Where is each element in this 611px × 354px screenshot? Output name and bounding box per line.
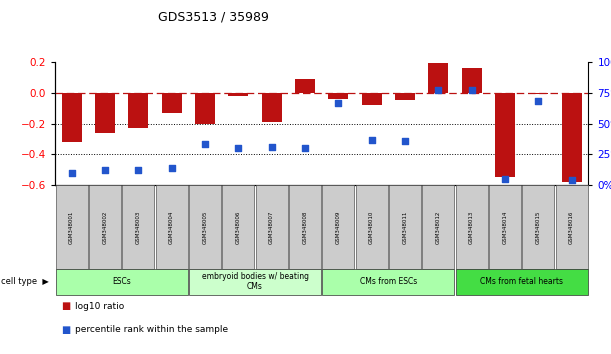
- Text: ■: ■: [61, 325, 70, 335]
- Point: [334, 100, 343, 105]
- Bar: [62, 93, 82, 142]
- Bar: [295, 79, 315, 93]
- Text: GSM348007: GSM348007: [269, 210, 274, 244]
- Text: GSM348003: GSM348003: [136, 210, 141, 244]
- Point: [167, 165, 177, 171]
- Point: [267, 144, 277, 150]
- Bar: [495, 93, 515, 177]
- Point: [300, 145, 310, 151]
- Text: percentile rank within the sample: percentile rank within the sample: [75, 325, 228, 335]
- Text: GSM348009: GSM348009: [336, 210, 341, 244]
- Text: GSM348008: GSM348008: [302, 210, 307, 244]
- Text: GSM348016: GSM348016: [569, 210, 574, 244]
- Bar: [395, 93, 415, 101]
- Bar: [328, 93, 348, 99]
- Point: [367, 137, 376, 142]
- Bar: [95, 93, 115, 133]
- Text: GSM348012: GSM348012: [436, 210, 441, 244]
- Point: [100, 167, 110, 173]
- Point: [533, 98, 543, 104]
- Point: [567, 177, 577, 183]
- Point: [133, 167, 143, 173]
- Text: GSM348005: GSM348005: [202, 210, 208, 244]
- Bar: [128, 93, 148, 128]
- Text: CMs from ESCs: CMs from ESCs: [360, 277, 417, 286]
- Bar: [229, 93, 248, 96]
- Bar: [162, 93, 181, 113]
- Text: GSM348011: GSM348011: [403, 210, 408, 244]
- Point: [200, 142, 210, 147]
- Bar: [562, 93, 582, 182]
- Point: [233, 145, 243, 151]
- Point: [433, 87, 443, 93]
- Point: [467, 87, 477, 93]
- Text: log10 ratio: log10 ratio: [75, 302, 124, 311]
- Text: GSM348013: GSM348013: [469, 210, 474, 244]
- Text: GDS3513 / 35989: GDS3513 / 35989: [158, 11, 269, 24]
- Text: GSM348002: GSM348002: [103, 210, 108, 244]
- Text: GSM348010: GSM348010: [369, 210, 374, 244]
- Text: cell type  ▶: cell type ▶: [1, 277, 49, 286]
- Text: GSM348004: GSM348004: [169, 210, 174, 244]
- Bar: [428, 63, 448, 93]
- Bar: [195, 93, 215, 124]
- Text: GSM348006: GSM348006: [236, 210, 241, 244]
- Bar: [529, 93, 549, 94]
- Text: GSM348001: GSM348001: [69, 210, 74, 244]
- Text: embryoid bodies w/ beating
CMs: embryoid bodies w/ beating CMs: [202, 272, 309, 291]
- Point: [67, 170, 76, 176]
- Text: GSM348014: GSM348014: [503, 210, 508, 244]
- Point: [500, 176, 510, 182]
- Bar: [262, 93, 282, 122]
- Point: [400, 138, 410, 144]
- Bar: [362, 93, 382, 105]
- Text: ESCs: ESCs: [112, 277, 131, 286]
- Bar: [462, 68, 481, 93]
- Text: ■: ■: [61, 301, 70, 311]
- Text: CMs from fetal hearts: CMs from fetal hearts: [480, 277, 563, 286]
- Text: GSM348015: GSM348015: [536, 210, 541, 244]
